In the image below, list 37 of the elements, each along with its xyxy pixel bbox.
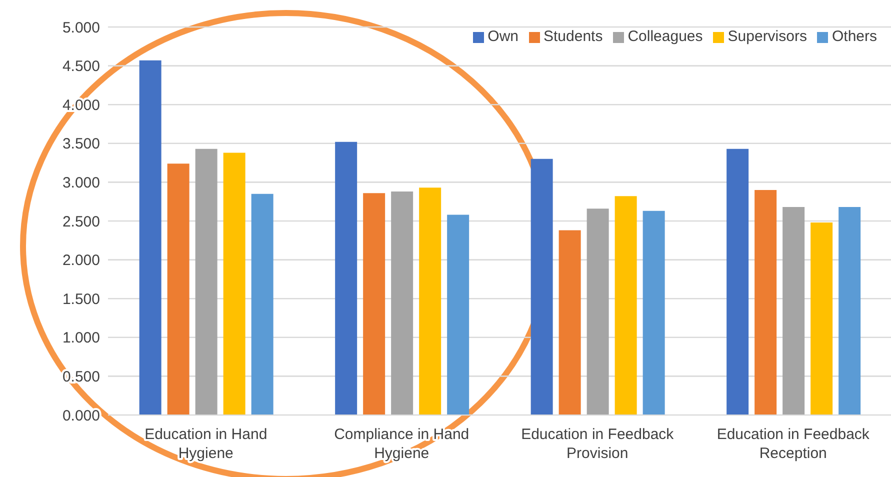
legend-label: Colleagues [628, 28, 703, 45]
legend-label: Others [832, 28, 877, 45]
bar [195, 148, 218, 415]
legend-label: Students [544, 28, 603, 45]
bar [419, 188, 442, 415]
y-tick-label: 4.500 [62, 58, 100, 76]
y-tick-label: 0.000 [62, 407, 100, 424]
legend-label: Supervisors [728, 28, 807, 45]
y-tick-label: 1.500 [62, 290, 100, 308]
bar [642, 210, 665, 415]
bar [754, 190, 777, 415]
y-tick-label: 2.000 [62, 252, 100, 270]
bar [335, 142, 358, 415]
y-tick-label: 3.500 [62, 136, 100, 153]
bar [223, 152, 246, 415]
bar [139, 60, 162, 415]
y-tick-label: 3.000 [62, 174, 100, 192]
legend-label: Own [488, 28, 518, 45]
bar [810, 222, 833, 415]
bar [558, 230, 581, 415]
bar [363, 193, 386, 415]
bar [530, 158, 553, 415]
y-tick-label: 1.000 [62, 330, 100, 347]
bar [726, 148, 749, 415]
bar [586, 208, 609, 415]
y-tick-label: 5.000 [62, 19, 100, 36]
x-tick-label: Education in Hand Hygiene [144, 426, 268, 462]
bar [391, 192, 414, 415]
x-tick-label: Education in Feedback Reception [716, 426, 870, 462]
bar [614, 196, 637, 415]
bar [447, 214, 470, 415]
x-tick-label: Education in Feedback Provision [521, 426, 674, 462]
bar [167, 164, 190, 415]
bar [251, 194, 274, 415]
bar [838, 207, 861, 415]
bar [782, 207, 805, 415]
y-tick-label: 2.500 [62, 213, 100, 230]
